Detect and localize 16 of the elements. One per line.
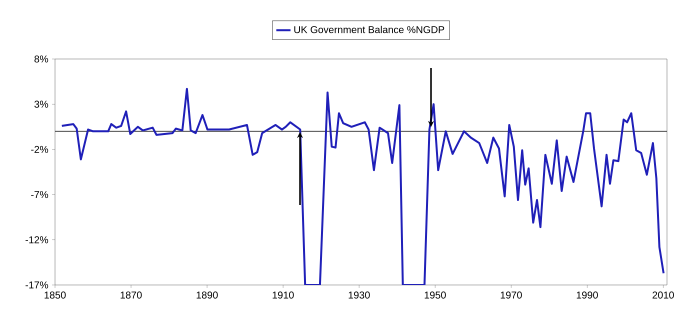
y-tick-label: 3% [34, 100, 48, 108]
x-tick-label: 1870 [120, 292, 142, 299]
x-tick-label: 1950 [424, 292, 446, 299]
y-tick-label: -17% [26, 281, 48, 288]
y-tick-label: 8% [34, 55, 48, 63]
y-tick-label: -12% [26, 236, 48, 244]
x-tick-label: 1930 [348, 292, 370, 299]
x-tick-label: 1910 [272, 292, 294, 299]
x-tick-label: 1970 [500, 292, 522, 299]
x-tick-label: 1850 [44, 292, 66, 299]
x-tick-label: 1990 [576, 292, 598, 299]
y-tick-label: -7% [31, 191, 48, 198]
legend-label: UK Government Balance %NGDP [294, 26, 444, 34]
y-tick-label: -2% [31, 146, 48, 153]
x-tick-label: 2010 [652, 292, 674, 299]
x-tick-label: 1890 [196, 292, 218, 299]
